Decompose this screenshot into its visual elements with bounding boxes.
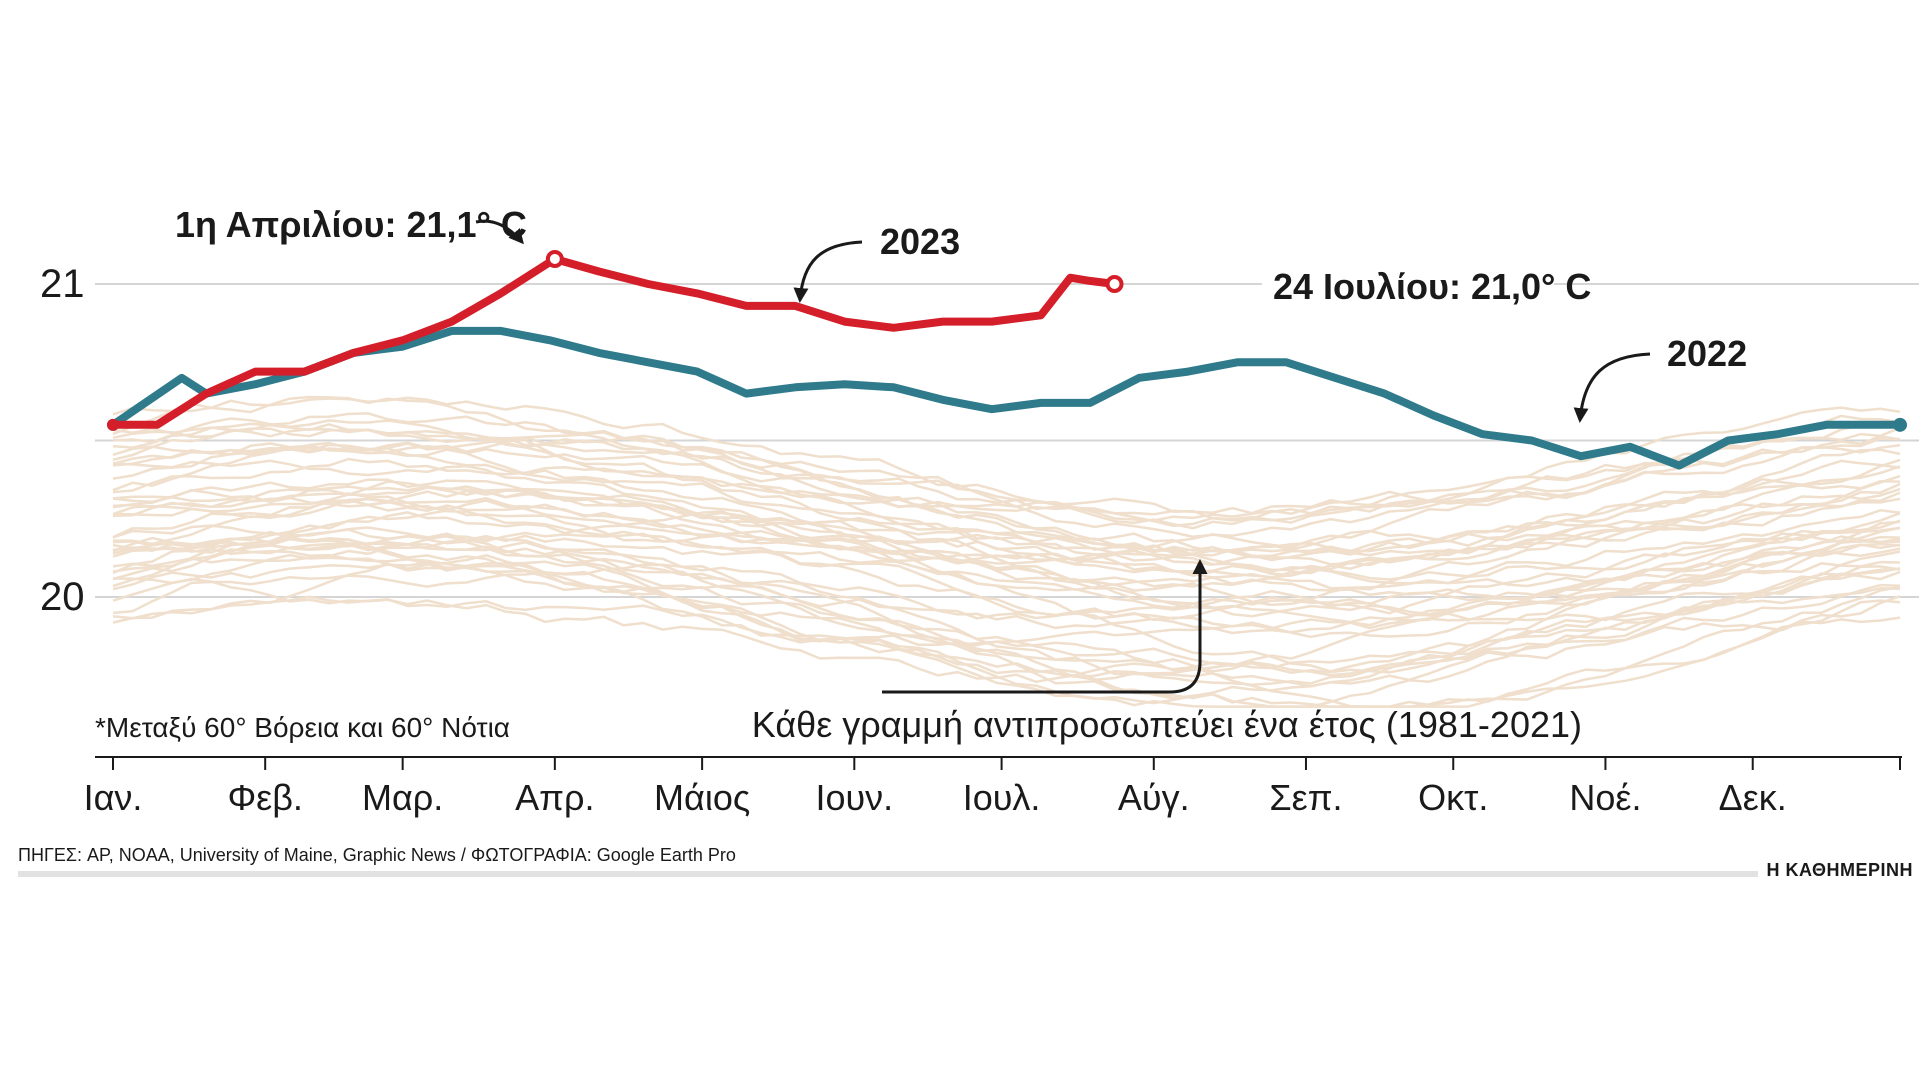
x-axis-ticks: Ιαν. Φεβ. Μαρ. Απρ. Μάιος Ιουν. Ιουλ. Αύγ. Σεπ. Ο… [84,757,1901,818]
peak-2023-marker [545,249,564,268]
peak-2023-arrow [475,219,524,245]
background-year-line [112,536,1901,647]
series-2023-label: 2023 [880,221,960,262]
x-tick-label: Φεβ. [227,777,302,818]
y-axis-ticks: 2021 [40,262,85,619]
background-year-line [112,595,1901,686]
background-year-line [112,444,1901,572]
source-credit: ΠΗΓΕΣ: AP, NOAA, University of Maine, Gr… [18,845,736,865]
background-lines-arrow [882,559,1208,694]
background-year-line [112,414,1901,516]
x-tick-label: Ιουλ. [963,777,1041,818]
background-year-line [112,417,1901,522]
series-line-2022 [109,326,1904,470]
background-year-line [112,427,1901,530]
series-end-point [1105,275,1124,293]
x-tick-label: Αύγ. [1118,777,1190,818]
x-tick-label: Δεκ. [1719,777,1787,818]
series-2022-arrow [1573,352,1651,423]
x-tick-label: Ιαν. [84,777,143,818]
series-2022-label: 2022 [1667,333,1747,374]
background-year-line [112,497,1901,590]
x-tick-label: Νοέ. [1569,777,1641,818]
series-2023-arrow [793,240,863,303]
background-year-line [112,497,1901,639]
x-tick-label: Μαρ. [362,777,443,818]
background-year-line [112,531,1901,618]
background-year-line [112,486,1901,610]
range-note: *Μεταξύ 60° Βόρεια και 60° Νότια [95,712,510,743]
background-years-lines [112,395,1901,708]
x-tick-label: Σεπ. [1269,777,1342,818]
x-tick-label: Μάιος [654,777,750,818]
background-year-line [112,438,1901,587]
peak-2023-label: 1η Απριλίου: 21,1° C [175,204,527,245]
x-tick-label: Ιουν. [815,777,893,818]
brand-logo: Η ΚΑΘΗΜΕΡΙΝΗ [1766,860,1913,880]
series-start-point [107,418,119,431]
y-tick-label: 21 [40,262,85,306]
highlight-series [107,249,1907,470]
series-end-point [1893,417,1907,432]
background-year-line [112,563,1901,708]
peak-2022-label: 24 Ιουλίου: 21,0° C [1273,266,1591,307]
background-year-line [112,412,1901,555]
background-year-line [112,396,1901,539]
y-tick-label: 20 [40,575,85,619]
x-tick-label: Απρ. [515,777,594,818]
peak-2022-label-bg [1262,262,1554,308]
background-year-line [112,554,1901,708]
gridlines [95,283,1919,598]
background-lines-caption: Κάθε γραμμή αντιπροσωπεύει ένα έτος (198… [752,704,1582,745]
background-year-line [112,534,1901,622]
background-year-line [112,489,1901,624]
background-year-line [112,448,1901,562]
x-tick-label: Οκτ. [1418,777,1488,818]
background-year-line [112,546,1901,677]
series-line-2023 [109,255,1119,429]
background-year-line [112,485,1901,585]
